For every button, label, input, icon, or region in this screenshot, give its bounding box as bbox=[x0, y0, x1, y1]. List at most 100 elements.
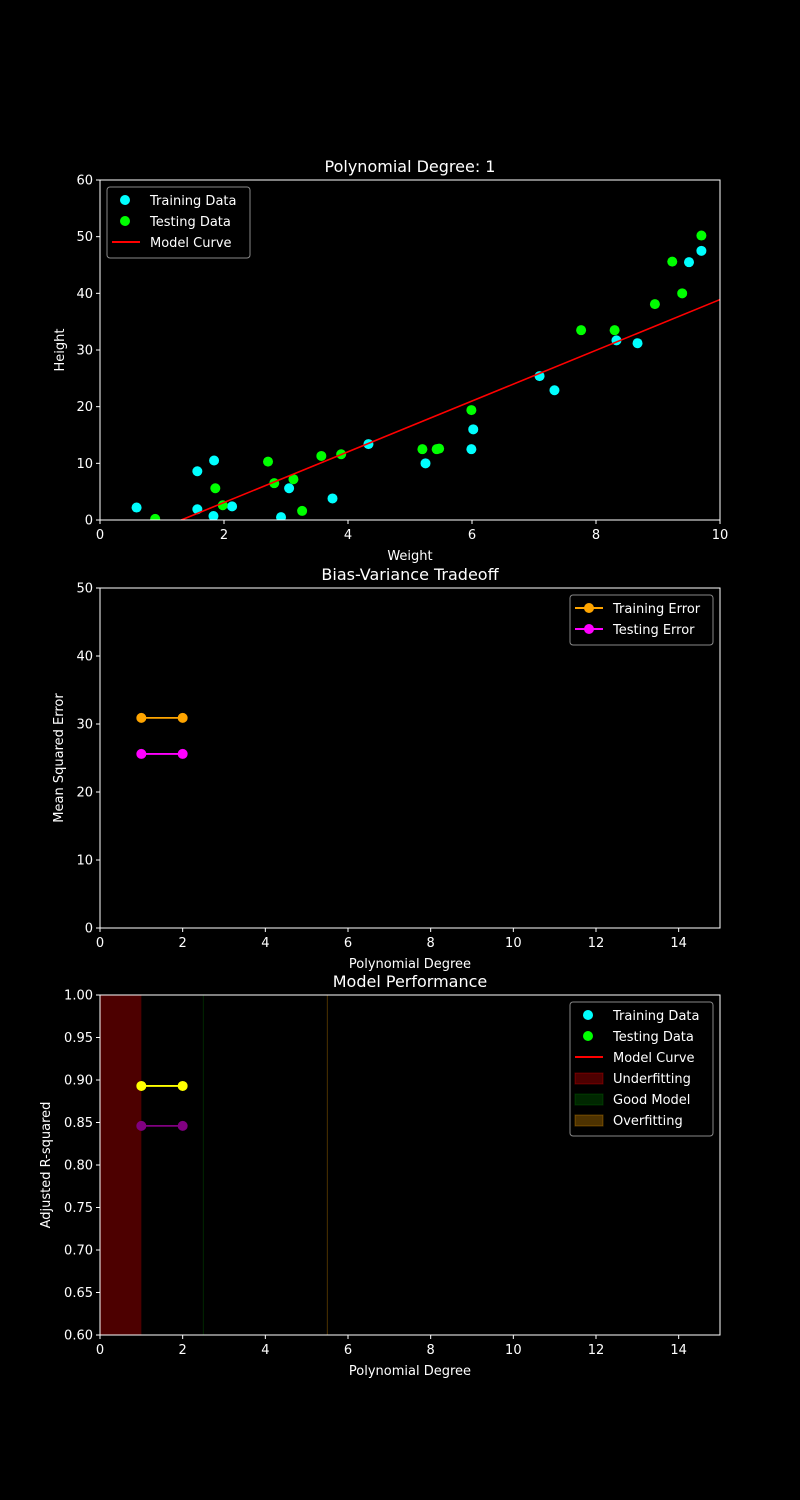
x-tick-label: 6 bbox=[468, 528, 476, 543]
y-tick-label: 30 bbox=[76, 718, 93, 733]
y-tick-label: 30 bbox=[76, 344, 93, 359]
y-axis-label: Height bbox=[53, 329, 68, 372]
training-point bbox=[549, 385, 560, 396]
legend: Training Data Testing Data Model Curve Unde… bbox=[569, 1001, 714, 1137]
training-point bbox=[327, 493, 338, 504]
y-tick-label: 0 bbox=[85, 922, 93, 937]
x-tick-label: 2 bbox=[179, 936, 187, 951]
testing-point bbox=[667, 256, 678, 267]
x-tick-label: 0 bbox=[96, 1343, 104, 1358]
legend-label: Training Data bbox=[149, 194, 236, 209]
training-point bbox=[468, 424, 479, 435]
legend-label: Training Data bbox=[612, 1009, 699, 1024]
training-point bbox=[632, 338, 643, 349]
legend-marker-patch bbox=[574, 1072, 604, 1085]
legend-marker-dot bbox=[120, 216, 130, 226]
training-point bbox=[227, 501, 238, 512]
legend-label: Underfitting bbox=[613, 1072, 691, 1087]
legend-item: Testing Data bbox=[583, 1030, 694, 1045]
chart-2: 0 2 4 6 8 10 12 14 0 10 20 30 40 50 Bias-Variance Trad… bbox=[52, 565, 721, 972]
series-point bbox=[136, 1120, 147, 1131]
testing-point bbox=[288, 474, 299, 485]
x-tick-label: 10 bbox=[712, 528, 729, 543]
legend-label: Overfitting bbox=[613, 1114, 683, 1129]
y-axis-label: Mean Squared Error bbox=[52, 693, 67, 823]
y-tick-label: 60 bbox=[76, 174, 93, 189]
legend-item: Training Error bbox=[575, 602, 701, 617]
y-tick-label: 0.85 bbox=[64, 1116, 93, 1131]
legend-label: Testing Error bbox=[612, 623, 695, 638]
chart-title: Bias-Variance Tradeoff bbox=[321, 565, 499, 584]
testing-point bbox=[677, 288, 688, 299]
series-point bbox=[177, 1120, 188, 1131]
x-tick-label: 0 bbox=[96, 528, 104, 543]
training-point bbox=[696, 245, 707, 256]
x-tick-label: 8 bbox=[427, 1343, 435, 1358]
x-tick-label: 14 bbox=[670, 936, 687, 951]
x-tick-label: 4 bbox=[261, 1343, 269, 1358]
legend-box bbox=[106, 186, 251, 259]
x-tick-label: 6 bbox=[344, 936, 352, 951]
x-tick-label: 12 bbox=[588, 936, 605, 951]
legend-item: Underfitting bbox=[574, 1072, 691, 1087]
x-tick-label: 10 bbox=[505, 1343, 522, 1358]
series-point bbox=[177, 712, 188, 723]
legend-label: Model Curve bbox=[613, 1051, 695, 1066]
testing-point bbox=[150, 513, 161, 520]
chart-1: 0 2 4 6 8 10 0 10 20 30 40 50 60 Polynomial Degree: 1… bbox=[53, 157, 728, 564]
legend-label: Testing Data bbox=[612, 1030, 694, 1045]
x-tick-label: 2 bbox=[179, 1343, 187, 1358]
x-axis-label: Weight bbox=[387, 549, 432, 564]
training-point bbox=[284, 483, 295, 494]
legend-box bbox=[569, 1001, 714, 1137]
legend: Training Error Testing Error bbox=[569, 594, 714, 646]
x-tick-label: 6 bbox=[344, 1343, 352, 1358]
y-tick-label: 40 bbox=[76, 650, 93, 665]
testing-point bbox=[316, 450, 327, 461]
legend-label: Model Curve bbox=[150, 236, 232, 251]
testing-point bbox=[210, 483, 221, 494]
training-point bbox=[466, 444, 477, 455]
training-point bbox=[684, 257, 694, 268]
series-point bbox=[136, 748, 147, 759]
training-point bbox=[209, 455, 220, 466]
legend-marker-dot bbox=[120, 195, 130, 205]
model-curve bbox=[180, 298, 720, 520]
plot-area bbox=[131, 230, 720, 520]
legend-item: Model Curve bbox=[575, 1051, 695, 1066]
y-tick-label: 0.90 bbox=[64, 1074, 93, 1089]
series-point bbox=[136, 1080, 147, 1091]
training-point bbox=[208, 511, 219, 520]
legend-marker-patch bbox=[574, 1093, 604, 1106]
x-tick-label: 2 bbox=[220, 528, 228, 543]
region-underfitting bbox=[100, 995, 142, 1335]
series-point bbox=[177, 1080, 188, 1091]
training-point bbox=[276, 512, 287, 520]
legend-label: Good Model bbox=[613, 1093, 690, 1108]
testing-point bbox=[297, 505, 308, 516]
testing-point bbox=[576, 325, 587, 336]
y-tick-label: 40 bbox=[76, 287, 93, 302]
training-point bbox=[192, 466, 203, 477]
testing-point bbox=[417, 444, 428, 455]
testing-point bbox=[434, 443, 445, 454]
plot-frame bbox=[99, 587, 721, 929]
y-tick-label: 20 bbox=[76, 786, 93, 801]
legend-item: Good Model bbox=[574, 1093, 690, 1108]
y-tick-label: 0.60 bbox=[64, 1329, 93, 1344]
legend-item: Testing Data bbox=[120, 215, 231, 230]
testing-point bbox=[263, 456, 274, 467]
x-tick-label: 4 bbox=[344, 528, 352, 543]
y-tick-label: 0.75 bbox=[64, 1201, 93, 1216]
legend: Training Data Testing Data Model Curve bbox=[106, 186, 251, 259]
y-axis-label: Adjusted R-squared bbox=[39, 1102, 54, 1229]
legend-label: Training Error bbox=[612, 602, 701, 617]
y-tick-label: 0.65 bbox=[64, 1286, 93, 1301]
x-tick-label: 8 bbox=[427, 936, 435, 951]
legend-marker-dot bbox=[584, 624, 594, 634]
legend-marker-dot bbox=[583, 1031, 593, 1041]
series-point bbox=[136, 712, 147, 723]
x-tick-label: 14 bbox=[670, 1343, 687, 1358]
chart-title: Polynomial Degree: 1 bbox=[325, 157, 496, 176]
